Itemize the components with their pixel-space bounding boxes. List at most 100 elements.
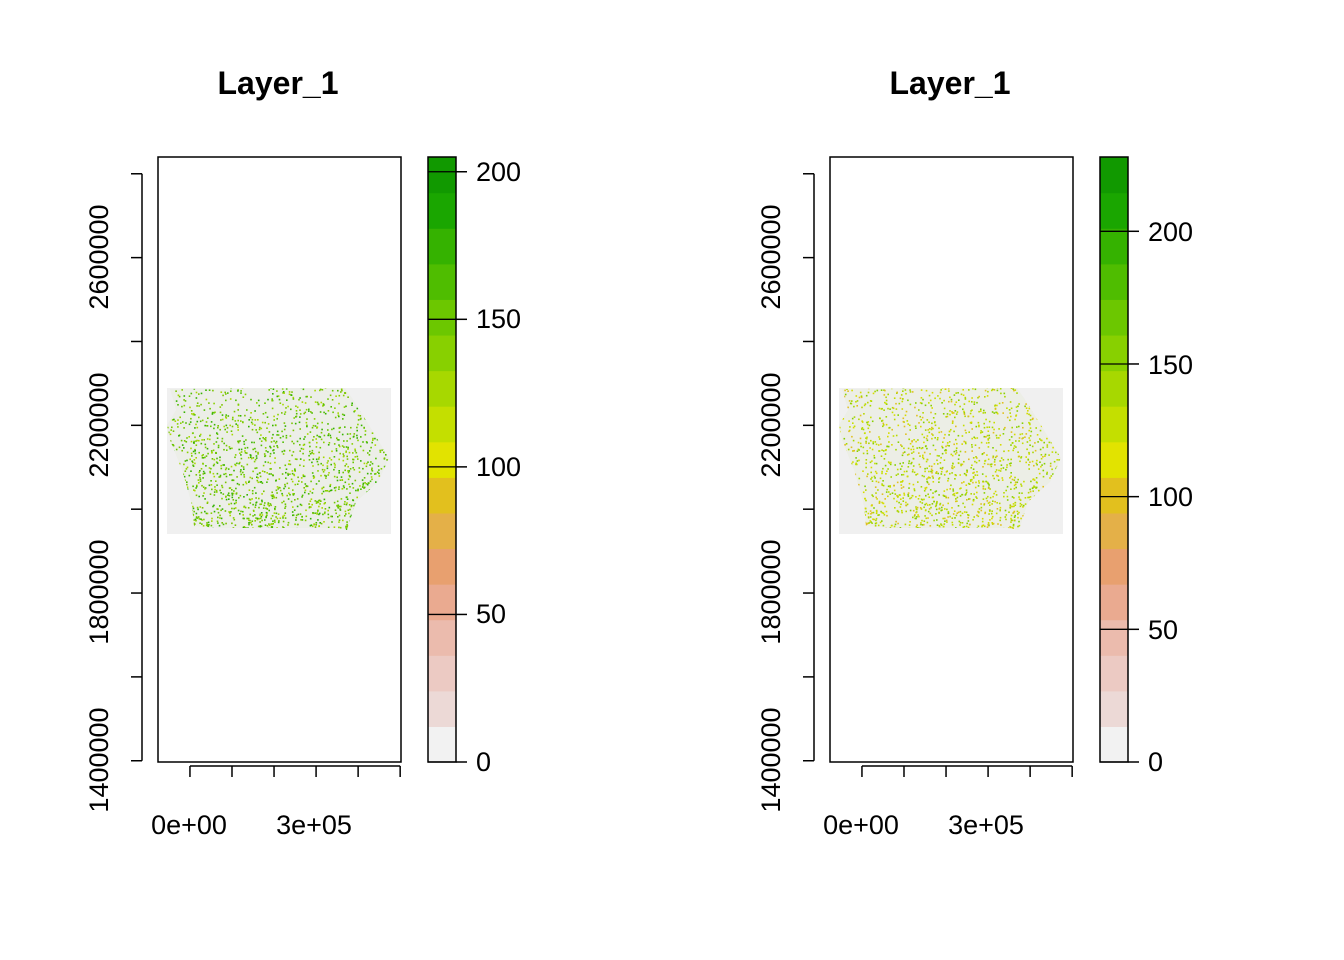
raster-pixel bbox=[963, 412, 966, 414]
raster-pixel bbox=[321, 428, 323, 431]
raster-pixel bbox=[923, 451, 926, 454]
raster-pixel bbox=[190, 417, 192, 420]
raster-pixel bbox=[885, 416, 888, 418]
raster-pixel bbox=[938, 508, 940, 510]
raster-pixel bbox=[843, 395, 846, 398]
raster-pixel bbox=[923, 523, 925, 526]
raster-pixel bbox=[1010, 388, 1013, 389]
raster-pixel bbox=[900, 444, 902, 446]
raster-pixel bbox=[274, 507, 276, 510]
raster-pixel bbox=[915, 440, 917, 443]
color-legend bbox=[427, 156, 467, 763]
raster-pixel bbox=[272, 522, 274, 525]
raster-pixel bbox=[927, 429, 929, 431]
raster-pixel bbox=[901, 400, 904, 403]
raster-pixel bbox=[256, 476, 258, 478]
raster-pixel bbox=[344, 469, 346, 472]
raster-pixel bbox=[1039, 429, 1042, 432]
raster-pixel bbox=[271, 398, 273, 400]
raster-pixel bbox=[342, 453, 345, 455]
raster-pixel bbox=[210, 512, 213, 514]
raster-pixel bbox=[901, 509, 903, 512]
raster-pixel bbox=[1035, 486, 1038, 489]
raster-pixel bbox=[931, 437, 933, 440]
raster-pixel bbox=[981, 453, 984, 455]
raster-pixel bbox=[936, 500, 938, 503]
raster-pixel bbox=[894, 523, 897, 526]
raster-pixel bbox=[949, 410, 951, 412]
raster-pixel bbox=[884, 505, 886, 508]
raster-pixel bbox=[931, 433, 933, 435]
raster-pixel bbox=[316, 500, 318, 503]
raster-pixel bbox=[248, 425, 250, 428]
raster-pixel bbox=[989, 463, 992, 466]
legend-color-step bbox=[428, 192, 456, 229]
raster-pixel bbox=[236, 482, 239, 485]
raster-pixel bbox=[244, 452, 247, 454]
raster-pixel bbox=[881, 483, 883, 485]
raster-pixel bbox=[192, 507, 195, 510]
raster-pixel bbox=[271, 495, 274, 497]
raster-pixel bbox=[192, 465, 195, 467]
raster-pixel bbox=[338, 488, 340, 490]
raster-pixel bbox=[984, 488, 987, 490]
raster-pixel bbox=[931, 422, 933, 425]
raster-pixel bbox=[1000, 467, 1002, 470]
raster-pixel bbox=[964, 429, 967, 432]
raster-pixel bbox=[864, 514, 867, 516]
raster-pixel bbox=[365, 483, 368, 485]
raster-pixel bbox=[938, 525, 941, 527]
raster-pixel bbox=[308, 441, 311, 444]
raster-pixel bbox=[909, 521, 911, 523]
raster-pixel bbox=[213, 475, 216, 478]
raster-pixel bbox=[1021, 437, 1023, 440]
raster-pixel bbox=[218, 524, 221, 527]
raster-pixel bbox=[268, 524, 271, 526]
raster-pixel bbox=[215, 461, 218, 463]
raster-pixel bbox=[972, 500, 975, 502]
raster-pixel bbox=[348, 504, 351, 506]
raster-pixel bbox=[1017, 516, 1019, 519]
raster-pixel bbox=[321, 389, 324, 391]
raster-pixel bbox=[251, 492, 254, 495]
raster-pixel bbox=[314, 526, 317, 528]
raster-pixel bbox=[895, 402, 897, 405]
raster-pixel bbox=[194, 452, 197, 455]
raster-pixel bbox=[972, 415, 975, 418]
raster-pixel bbox=[268, 389, 270, 391]
raster-pixel bbox=[288, 487, 290, 489]
raster-pixel bbox=[224, 468, 227, 471]
raster-pixel bbox=[989, 488, 991, 490]
raster-pixel bbox=[271, 526, 274, 528]
raster-pixel bbox=[335, 486, 337, 489]
raster-pixel bbox=[899, 527, 902, 529]
raster-pixel bbox=[1033, 479, 1036, 481]
raster-pixel bbox=[209, 407, 211, 410]
raster-pixel bbox=[362, 449, 365, 452]
raster-pixel bbox=[864, 485, 866, 488]
raster-pixel bbox=[931, 470, 933, 472]
raster-pixel bbox=[943, 407, 946, 410]
raster-pixel bbox=[338, 470, 340, 472]
raster-pixel bbox=[863, 404, 866, 407]
raster-pixel bbox=[922, 454, 924, 457]
raster-pixel bbox=[263, 438, 266, 440]
raster-pixel bbox=[1014, 476, 1016, 479]
raster-pixel bbox=[267, 461, 269, 464]
raster-pixel bbox=[955, 392, 957, 394]
raster-pixel bbox=[299, 416, 301, 418]
raster-pixel bbox=[906, 454, 909, 456]
raster-pixel bbox=[352, 461, 354, 464]
raster-pixel bbox=[995, 469, 998, 471]
raster-pixel bbox=[866, 475, 868, 478]
raster-pixel bbox=[925, 502, 928, 505]
raster-pixel bbox=[243, 440, 245, 443]
raster-pixel bbox=[211, 517, 213, 520]
raster-pixel bbox=[915, 496, 917, 498]
raster-pixel bbox=[226, 427, 229, 429]
legend-color-step bbox=[1100, 334, 1128, 372]
raster-pixel bbox=[198, 451, 200, 454]
raster-pixel bbox=[283, 428, 286, 431]
raster-pixel bbox=[224, 534, 226, 536]
raster-pixel bbox=[190, 470, 192, 472]
